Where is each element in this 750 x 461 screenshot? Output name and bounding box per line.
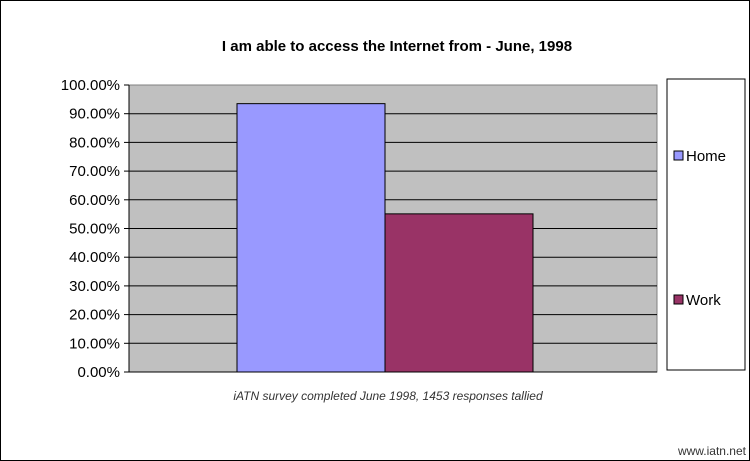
site-credit: www.iatn.net bbox=[677, 444, 747, 458]
y-axis-ticks: 0.00% 10.00% 20.00% 30.00% 40.00% 50.00% 60.00… bbox=[61, 77, 129, 381]
bars bbox=[236, 103, 534, 373]
legend-label-home: Home bbox=[686, 148, 726, 165]
y-tick-label: 80.00% bbox=[69, 134, 120, 151]
y-tick-label: 0.00% bbox=[77, 364, 120, 381]
y-tick-label: 60.00% bbox=[69, 192, 120, 209]
bar-home bbox=[236, 103, 386, 373]
y-tick-label: 100.00% bbox=[61, 77, 120, 94]
y-tick-label: 20.00% bbox=[69, 307, 120, 324]
bar-work bbox=[384, 213, 534, 373]
gridlines bbox=[129, 113, 657, 344]
legend-box bbox=[666, 78, 746, 371]
chart-title: I am able to access the Internet from - … bbox=[222, 38, 572, 55]
y-tick-label: 40.00% bbox=[69, 249, 120, 266]
legend-label-work: Work bbox=[686, 292, 721, 309]
y-tick-label: 90.00% bbox=[69, 106, 120, 123]
y-tick-label: 50.00% bbox=[69, 221, 120, 238]
y-tick-label: 30.00% bbox=[69, 278, 120, 295]
y-tick-label: 10.00% bbox=[69, 335, 120, 352]
legend-swatch-work bbox=[673, 294, 684, 305]
legend: Home Work bbox=[666, 78, 746, 371]
y-tick-label: 70.00% bbox=[69, 163, 120, 180]
survey-note: iATN survey completed June 1998, 1453 re… bbox=[233, 389, 543, 403]
legend-swatch-home bbox=[673, 150, 684, 161]
